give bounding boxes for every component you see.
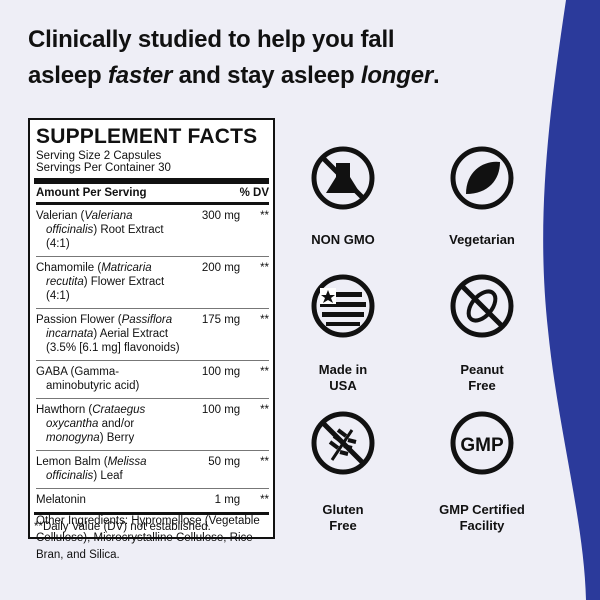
headline-line: Clinically studied to help you fall [28,26,395,53]
badge-label: NON GMO [311,232,375,247]
panel-title: SUPPLEMENT FACTS [36,125,258,148]
name-part: ) Leaf [93,470,123,482]
rows: Valerian (Valeriana officinalis) Root Ex… [36,205,269,512]
gmp-text: GMP [460,435,504,456]
ingredient-name: Lemon Balm (Melissa officinalis) Leaf [36,455,182,483]
footnote: **Daily Value (DV) not established. [34,512,269,533]
badge-label: Peanut Free [460,362,504,393]
serving-size: Serving Size 2 Capsules [36,150,162,162]
badge-label: GMP Certified Facility [439,502,525,533]
ingredient-dv: ** [260,262,270,274]
ingredient-amount: 50 mg [208,456,241,468]
ingredient-row: Lemon Balm (Melissa officinalis) Leaf 50 … [36,451,269,489]
name-part: ) Flower Extract (4:1) [46,276,165,302]
badge-icons: GMP [311,146,514,475]
name-part: ) Berry [99,432,135,444]
ingredient-dv: ** [260,210,270,222]
name-part: Matricaria recutita [46,262,152,288]
name-part: ) Aerial Extract (3.5% [6.1 mg] flavonoi… [46,328,180,354]
ingredient-amount: 200 mg [201,262,241,274]
ingredient-amount: 300 mg [201,210,241,222]
ingredient-dv: ** [260,456,270,468]
ingredient-name: Valerian (Valeriana officinalis) Root Ex… [36,209,182,251]
ingredient-row: Passion Flower (Passiflora incarnata) Ae… [36,309,269,361]
ingredient-row: Chamomile (Matricaria recutita) Flower E… [36,257,269,309]
blue-swoosh [543,0,600,600]
ingredient-amount: 1 mg [214,494,241,506]
ingredient-dv: ** [260,366,270,378]
name-part: Crataegus oxycantha [46,404,146,430]
peanut-free-icon [450,274,514,338]
ingredient-row: Melatonin 1 mg ** [36,489,269,512]
header-amount: Amount Per Serving [36,187,147,199]
vegetarian-icon [450,146,514,210]
ingredient-dv: ** [260,404,270,416]
header-dv: % DV [239,187,269,199]
text: and stay asleep [172,62,361,89]
ingredient-dv: ** [260,314,270,326]
ingredient-row: GABA (Gamma-aminobutyric acid) 100 mg ** [36,361,269,399]
text: . [433,62,440,89]
ingredient-amount: 175 mg [201,314,241,326]
name-part: Passion Flower ( [36,314,122,326]
ingredient-amount: 100 mg [201,404,241,416]
badge-label: Made in USA [318,362,368,393]
non-gmo-icon [311,146,375,210]
other-ingredients: Other Ingredients: Hypromellose (Vegetab… [36,515,260,561]
ingredient-name: Chamomile (Matricaria recutita) Flower E… [36,261,182,303]
name-part: Lemon Balm ( [36,456,108,468]
name-part: Hawthorn ( [36,404,93,416]
text: asleep [28,62,108,89]
ingredient-name: Hawthorn (Crataegus oxycantha and/or mon… [36,403,182,445]
name-part: ) Root Extract (4:1) [46,224,164,250]
divider [34,178,269,184]
table-header: Amount Per Serving % DV [36,184,269,205]
ingredient-amount: 100 mg [201,366,241,378]
servings-per-container: Servings Per Container 30 [36,162,171,174]
headline: Clinically studied to help you fall asle… [28,22,440,94]
name-part: Melissa officinalis [46,456,147,482]
name-part: Valeriana officinalis [46,210,133,236]
ingredient-row: Hawthorn (Crataegus oxycantha and/or mon… [36,399,269,451]
usa-icon [311,274,375,338]
ingredient-dv: ** [260,494,270,506]
badge-label: Vegetarian [449,232,515,247]
badge-label: Gluten Free [322,502,364,533]
headline-line: asleep faster and stay asleep longer. [28,58,440,94]
name-part: and/or [98,418,135,430]
gmp-icon: GMP [450,411,514,475]
gluten-free-icon [311,411,375,475]
name-part: Passiflora incarnata [46,314,173,340]
ingredient-name: GABA (Gamma-aminobutyric acid) [36,365,182,393]
emphasis: faster [108,62,173,89]
ingredient-name: Melatonin [36,493,182,507]
name-part: GABA (Gamma-aminobutyric acid) [36,366,140,392]
name-part: Melatonin [36,494,86,506]
ingredient-name: Passion Flower (Passiflora incarnata) Ae… [36,313,182,355]
emphasis: longer [360,62,434,89]
name-part: monogyna [46,432,100,444]
ingredient-row: Valerian (Valeriana officinalis) Root Ex… [36,205,269,257]
name-part: Chamomile ( [36,262,102,274]
supplement-facts: SUPPLEMENT FACTS Serving Size 2 Capsules… [28,118,275,539]
name-part: Valerian ( [36,210,85,222]
